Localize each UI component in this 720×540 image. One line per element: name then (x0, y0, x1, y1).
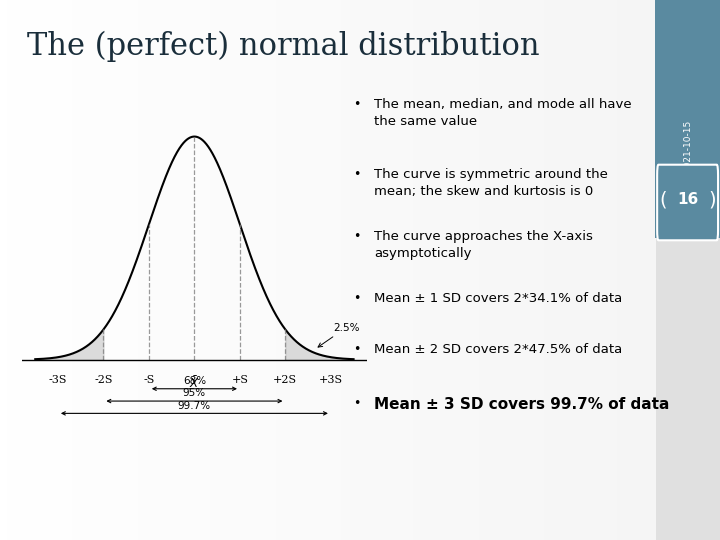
Text: Mean ± 2 SD covers 2*47.5% of data: Mean ± 2 SD covers 2*47.5% of data (374, 343, 622, 356)
Text: (: ( (660, 190, 667, 210)
Text: 99.7%: 99.7% (178, 401, 211, 410)
Text: +S: +S (231, 375, 248, 386)
Text: 68%: 68% (183, 376, 206, 386)
Text: •: • (353, 98, 360, 111)
FancyBboxPatch shape (657, 165, 718, 240)
Text: -S: -S (143, 375, 155, 386)
Bar (655, 0, 720, 238)
Text: The curve is symmetric around the
mean; the skew and kurtosis is 0: The curve is symmetric around the mean; … (374, 168, 608, 198)
Text: 95%: 95% (183, 388, 206, 399)
Text: +3S: +3S (319, 375, 343, 386)
Text: The curve approaches the X-axis
asymptotically: The curve approaches the X-axis asymptot… (374, 230, 593, 260)
Text: 2.5%: 2.5% (318, 322, 359, 347)
Text: •: • (353, 343, 360, 356)
Text: Mean ± 1 SD covers 2*34.1% of data: Mean ± 1 SD covers 2*34.1% of data (374, 293, 622, 306)
Text: Mean ± 3 SD covers 99.7% of data: Mean ± 3 SD covers 99.7% of data (374, 397, 670, 413)
Text: 2021-10-15: 2021-10-15 (683, 120, 692, 172)
Text: -2S: -2S (94, 375, 113, 386)
Text: 16: 16 (677, 192, 698, 207)
Text: •: • (353, 168, 360, 181)
Text: -3S: -3S (49, 375, 67, 386)
Text: •: • (353, 397, 360, 410)
Text: •: • (353, 230, 360, 243)
Text: The mean, median, and mode all have
the same value: The mean, median, and mode all have the … (374, 98, 631, 127)
Text: ): ) (708, 190, 716, 210)
Text: $\bar{X}$: $\bar{X}$ (189, 375, 199, 391)
Text: The (perfect) normal distribution: The (perfect) normal distribution (27, 31, 540, 62)
Text: •: • (353, 293, 360, 306)
Text: +2S: +2S (274, 375, 297, 386)
